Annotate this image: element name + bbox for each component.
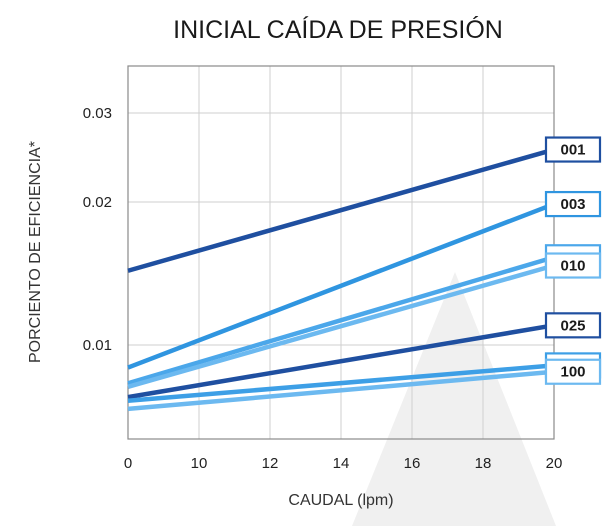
series-line-010: [127, 263, 555, 389]
series-lines: [127, 147, 555, 412]
series-tag-box: [544, 252, 602, 279]
tick-labels: 0 10 12 14 16 18 20 0.01 0.02 0.03: [83, 105, 563, 472]
series-line-050: [127, 363, 555, 404]
y-axis-label: PORCIENTO DE EFICIENCIA*: [27, 141, 44, 363]
x-tick-label: 12: [262, 455, 279, 472]
series-tag-box: [544, 358, 602, 385]
series-tag-label: 003: [560, 196, 585, 213]
series-tag-box: [544, 190, 602, 218]
grid: [128, 66, 554, 439]
x-tick-label: 20: [546, 455, 563, 472]
y-tick-label: 0.02: [83, 194, 112, 211]
series-line-005: [127, 255, 555, 386]
series-tag-003: 003: [544, 190, 602, 218]
series-tag-label: 010: [560, 258, 585, 275]
series-tag-label: 025: [560, 317, 585, 334]
watermark-triangle: [352, 272, 556, 526]
series-tag-010: 010: [544, 252, 602, 279]
chart-title: INICIAL CAÍDA DE PRESIÓN: [173, 15, 503, 44]
series-tag-025: 025: [544, 312, 602, 339]
series-tag-100: 100: [544, 358, 602, 385]
x-tick-label: 16: [404, 455, 421, 472]
x-tick-label: 10: [191, 455, 208, 472]
series-tag-label: 001: [560, 142, 585, 159]
series-line-003: [127, 201, 555, 370]
x-tick-label: 14: [333, 455, 350, 472]
series-tag-001: 001: [544, 136, 602, 163]
x-axis-label: CAUDAL (lpm): [288, 492, 393, 509]
y-tick-label: 0.03: [83, 105, 112, 122]
series-line-025: [127, 323, 555, 400]
series-tag-box: [544, 136, 602, 163]
series-tag-box: [544, 312, 602, 339]
series-line-100: [127, 369, 555, 412]
series-line-001: [127, 147, 555, 273]
series-tag-label: 100: [560, 364, 585, 381]
x-tick-label: 18: [475, 455, 492, 472]
series-labels: 001003005010025050100: [544, 136, 602, 385]
y-tick-label: 0.01: [83, 337, 112, 354]
x-tick-label: 0: [124, 455, 132, 472]
